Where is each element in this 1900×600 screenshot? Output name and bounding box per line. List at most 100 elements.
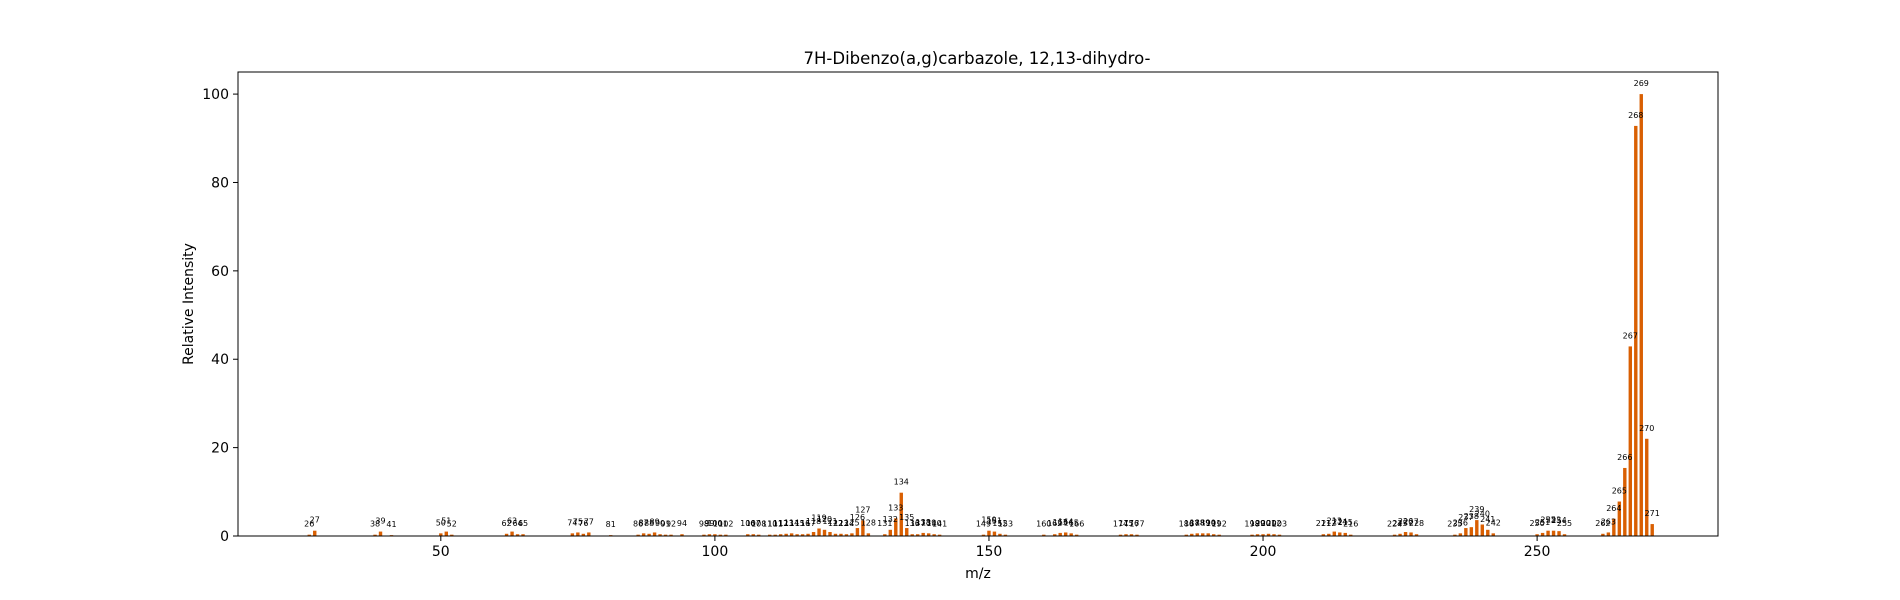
bar-mz-101 — [718, 534, 723, 536]
bar-mz-50 — [439, 533, 443, 536]
bar-mz-200 — [1261, 534, 1265, 536]
data-label-mz-216: 216 — [1343, 520, 1358, 529]
data-label-mz-186: 186 — [1179, 520, 1194, 529]
bar-mz-121 — [828, 532, 832, 536]
data-label-mz-212: 212 — [1321, 519, 1336, 528]
bar-mz-225 — [1398, 533, 1402, 536]
data-label-mz-162: 162 — [1047, 519, 1062, 528]
bar-mz-175 — [1124, 534, 1128, 536]
data-label-mz-224: 224 — [1387, 520, 1402, 529]
bar-mz-108 — [757, 534, 761, 536]
data-label-mz-106: 106 — [740, 519, 755, 528]
data-label-mz-192: 192 — [1212, 520, 1227, 529]
data-label-mz-175: 175 — [1118, 519, 1133, 528]
bar-mz-215 — [1343, 532, 1347, 536]
data-label-mz-267: 267 — [1623, 331, 1638, 340]
bar-mz-265 — [1617, 501, 1622, 536]
bar-mz-254 — [1557, 531, 1561, 536]
bar-mz-240 — [1480, 524, 1484, 536]
bar-mz-202 — [1272, 534, 1276, 536]
data-label-mz-176: 176 — [1124, 519, 1139, 528]
bar-mz-176 — [1129, 534, 1134, 536]
data-label-mz-101: 101 — [713, 520, 728, 529]
data-label-mz-268: 268 — [1628, 111, 1643, 120]
bar-mz-198 — [1250, 534, 1254, 536]
bar-mz-65 — [521, 534, 525, 536]
bar-mz-113 — [784, 533, 788, 536]
data-label-mz-211: 211 — [1316, 519, 1331, 528]
data-label-mz-270: 270 — [1639, 424, 1654, 433]
bar-mz-150 — [987, 530, 991, 536]
data-label-mz-262: 262 — [1595, 519, 1610, 528]
data-label-mz-199: 199 — [1250, 519, 1265, 528]
bar-mz-189 — [1201, 533, 1205, 536]
bar-mz-120 — [822, 529, 827, 536]
data-label-mz-269: 269 — [1634, 79, 1649, 88]
data-label-mz-74: 74 — [567, 518, 577, 527]
bar-mz-165 — [1069, 533, 1073, 536]
x-tick-label: 100 — [702, 544, 729, 560]
x-tick-label: 250 — [1524, 544, 1551, 560]
bar-mz-191 — [1212, 534, 1216, 536]
data-label-mz-264: 264 — [1606, 504, 1621, 513]
bar-mz-132 — [888, 529, 892, 536]
data-label-mz-27: 27 — [310, 516, 320, 525]
bar-mz-177 — [1135, 534, 1139, 536]
bar-mz-126 — [855, 528, 860, 536]
data-label-mz-164: 164 — [1058, 517, 1073, 526]
data-label-mz-117: 117 — [800, 519, 815, 528]
data-label-mz-165: 165 — [1064, 518, 1079, 527]
y-tick-label: 0 — [220, 529, 229, 545]
data-label-mz-266: 266 — [1617, 453, 1632, 462]
y-axis-label: Relative Intensity — [181, 243, 197, 365]
bar-mz-139 — [926, 533, 931, 536]
bar-mz-264 — [1612, 518, 1616, 536]
bar-mz-235 — [1453, 534, 1457, 536]
data-label-mz-100: 100 — [707, 519, 722, 528]
bar-mz-62 — [504, 533, 509, 536]
data-label-mz-265: 265 — [1612, 487, 1627, 496]
x-tick-label: 200 — [1250, 544, 1277, 560]
data-label-mz-191: 191 — [1206, 519, 1221, 528]
bar-mz-115 — [795, 534, 799, 536]
bar-mz-64 — [515, 534, 520, 536]
bar-mz-27 — [313, 530, 317, 536]
bar-mz-140 — [932, 534, 936, 536]
y-tick-label: 20 — [211, 441, 229, 457]
bar-mz-237 — [1464, 528, 1468, 536]
bar-mz-135 — [905, 528, 909, 536]
bar-mz-51 — [444, 531, 448, 536]
data-label-mz-254: 254 — [1551, 516, 1566, 525]
data-label-mz-112: 112 — [773, 519, 788, 528]
data-label-mz-120: 120 — [817, 515, 832, 524]
data-label-mz-76: 76 — [578, 519, 588, 528]
bar-mz-112 — [778, 534, 783, 536]
data-label-mz-241: 241 — [1480, 515, 1495, 524]
bar-mz-134 — [899, 492, 903, 536]
data-label-mz-134: 134 — [894, 478, 909, 487]
bar-mz-271 — [1650, 524, 1654, 536]
y-tick-label: 80 — [211, 175, 229, 191]
data-label-mz-111: 111 — [768, 520, 783, 529]
data-label-mz-122: 122 — [828, 519, 843, 528]
data-label-mz-90: 90 — [655, 519, 665, 528]
bar-mz-76 — [581, 533, 586, 536]
bar-mz-118 — [811, 532, 816, 536]
data-label-mz-255: 255 — [1557, 519, 1572, 528]
bar-mz-89 — [652, 532, 657, 536]
data-label-mz-63: 63 — [507, 517, 517, 526]
data-label-mz-238: 238 — [1464, 512, 1479, 521]
data-label-mz-237: 237 — [1458, 513, 1473, 522]
y-tick-label: 40 — [211, 352, 229, 368]
bar-mz-190 — [1206, 533, 1210, 536]
bar-mz-38 — [373, 534, 377, 536]
bar-mz-236 — [1458, 533, 1463, 536]
bar-mz-52 — [450, 534, 454, 536]
data-label-mz-131: 131 — [877, 519, 892, 528]
y-axis-ticks: 0 20 40 60 80 100 — [202, 87, 238, 545]
data-label-mz-75: 75 — [573, 517, 583, 526]
bar-mz-123 — [839, 533, 843, 536]
bar-mz-86 — [636, 534, 640, 536]
bar-mz-39 — [378, 531, 383, 536]
bar-mz-227 — [1409, 532, 1413, 536]
